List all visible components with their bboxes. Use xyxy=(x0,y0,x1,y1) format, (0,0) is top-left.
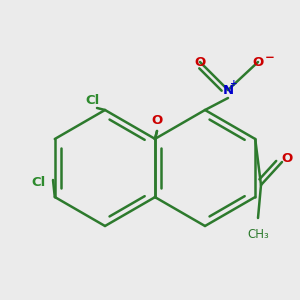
Text: O: O xyxy=(281,152,292,166)
Text: O: O xyxy=(194,56,206,68)
Text: N: N xyxy=(222,83,234,97)
Text: +: + xyxy=(230,79,238,88)
Text: CH₃: CH₃ xyxy=(247,228,269,241)
Text: −: − xyxy=(265,50,275,64)
Text: Cl: Cl xyxy=(85,94,99,106)
Text: O: O xyxy=(152,113,163,127)
Text: Cl: Cl xyxy=(31,176,45,190)
Text: O: O xyxy=(252,56,264,68)
